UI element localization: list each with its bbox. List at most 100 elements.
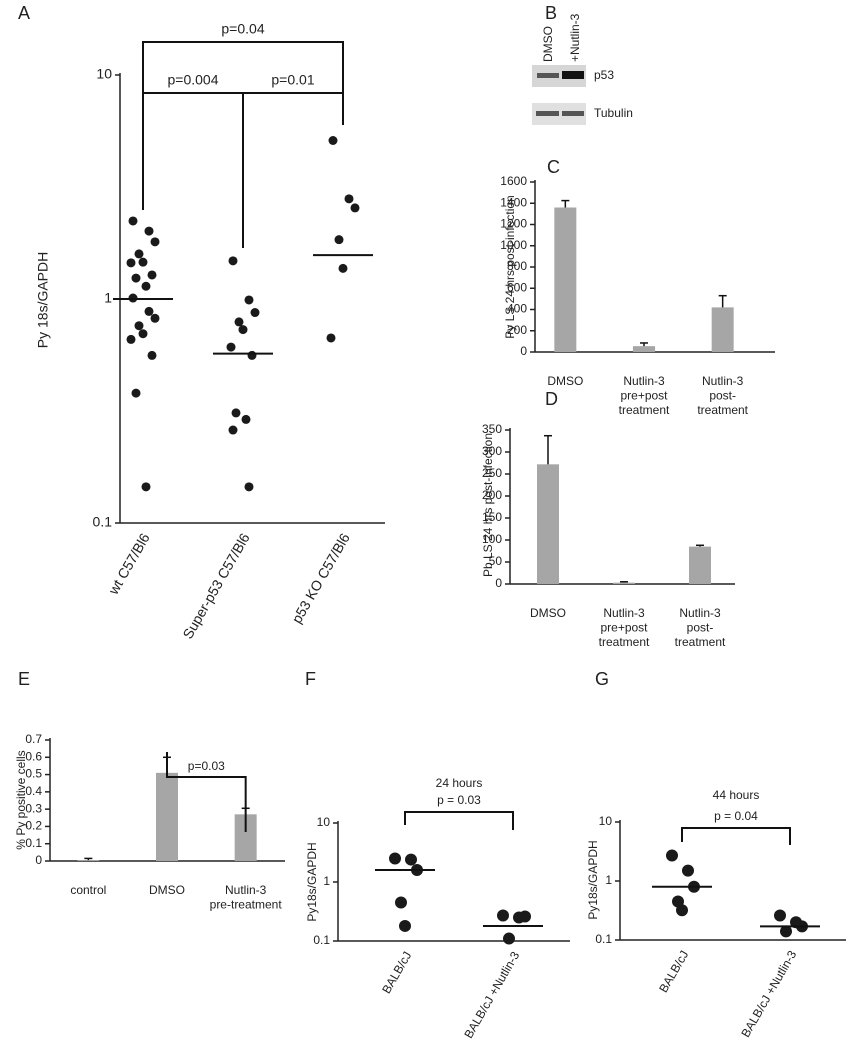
y-tick-label: 1 (104, 290, 112, 306)
data-point (147, 350, 157, 360)
y-tick-label: 1400 (500, 195, 527, 209)
data-point (134, 249, 144, 259)
y-axis-label: Py18s/GAPDH (586, 840, 600, 919)
bar (613, 582, 635, 584)
data-point (138, 329, 148, 339)
data-point (780, 925, 792, 938)
data-point (247, 350, 257, 360)
data-point (228, 256, 238, 266)
y-tick-label: 0.7 (25, 732, 42, 746)
data-point (131, 388, 141, 398)
data-point (350, 203, 360, 213)
panel-label: C (547, 157, 560, 177)
bar (156, 772, 178, 861)
y-tick-label: 0.1 (25, 836, 42, 850)
y-tick-label: 1200 (500, 217, 527, 231)
lane-label: DMSO (541, 26, 555, 62)
x-tick-label: control (70, 883, 106, 897)
blot-band (562, 71, 584, 79)
blot-band (536, 111, 559, 116)
chart-title: 44 hours (713, 788, 760, 802)
annotation: p=0.03 (188, 759, 225, 773)
y-tick-label: 800 (507, 259, 527, 273)
data-point (138, 257, 148, 267)
y-tick-label: 200 (482, 488, 502, 502)
data-point (399, 919, 411, 932)
y-tick-label: 600 (507, 280, 527, 294)
panel-label: B (545, 3, 557, 23)
data-point (228, 425, 238, 435)
annotation: p=0.004 (168, 72, 219, 88)
y-tick-label: 0.1 (313, 933, 330, 947)
y-tick-label: 0.1 (93, 514, 113, 530)
y-tick-label: 0.3 (25, 801, 42, 815)
data-point (497, 909, 509, 922)
band-label: p53 (594, 68, 614, 82)
bar (689, 546, 711, 584)
x-tick-label: DMSO (149, 883, 185, 897)
band-label: Tubulin (594, 106, 633, 120)
y-axis-label: Py LS 24 hrs post-infection (503, 195, 517, 338)
data-point (150, 237, 160, 247)
x-tick-label: Nutlin-3 post-treatment (675, 606, 726, 649)
y-tick-label: 1 (323, 874, 330, 888)
y-tick-label: 0.6 (25, 749, 42, 763)
y-tick-label: 0.4 (25, 784, 42, 798)
bar (633, 346, 655, 352)
y-tick-label: 10 (317, 815, 331, 829)
y-tick-label: 400 (507, 302, 527, 316)
data-point (134, 321, 144, 331)
y-tick-label: 200 (507, 323, 527, 337)
data-point (147, 270, 157, 280)
y-axis-label: Pb LS 24 hrs post-infection (481, 433, 495, 577)
y-tick-label: 150 (482, 510, 502, 524)
y-tick-label: 10 (599, 814, 613, 828)
y-tick-label: 0.5 (25, 767, 42, 781)
annotation: p=0.01 (271, 72, 314, 88)
significance-bracket (681, 827, 791, 845)
data-point (666, 849, 678, 862)
y-tick-label: 0.2 (25, 819, 42, 833)
significance-bracket (404, 811, 514, 830)
data-point (338, 263, 348, 273)
y-axis-label: % Py positive cells (14, 750, 28, 849)
chart-title: 24 hours (436, 776, 483, 790)
data-point (344, 194, 354, 204)
x-tick-label: Nutlin-3 pre-treatment (210, 883, 283, 911)
data-point (126, 258, 136, 268)
data-point (334, 235, 344, 245)
data-point (395, 896, 407, 909)
blot-band (562, 111, 584, 116)
y-tick-label: 1600 (500, 174, 527, 188)
y-tick-label: 1 (605, 873, 612, 887)
lane-label: +Nutlin-3 (568, 13, 582, 62)
data-point (144, 306, 154, 316)
data-point (244, 295, 254, 305)
data-point (226, 342, 236, 352)
x-tick-label: Nutlin-3 post-treatment (697, 374, 748, 417)
data-point (328, 136, 338, 146)
data-point (774, 909, 786, 922)
data-point (128, 216, 138, 226)
data-point (503, 932, 515, 945)
y-tick-label: 0.1 (595, 932, 612, 946)
panel-label: A (18, 3, 30, 23)
data-point (231, 408, 241, 418)
data-point (238, 325, 248, 335)
data-point (519, 910, 531, 923)
panel-label: E (18, 669, 30, 689)
x-tick-label: Nutlin-3 pre+post treatment (619, 374, 670, 417)
bar (554, 207, 577, 352)
y-tick-label: 0 (520, 344, 527, 358)
bar (537, 464, 559, 584)
y-tick-label: 50 (489, 554, 503, 568)
bar (234, 814, 257, 861)
y-tick-label: 100 (482, 532, 502, 546)
x-tick-label: Nutlin-3 pre+post treatment (599, 606, 650, 649)
y-tick-label: 300 (482, 444, 502, 458)
bar (711, 307, 734, 352)
y-tick-label: 10 (96, 66, 112, 82)
data-point (144, 226, 154, 236)
